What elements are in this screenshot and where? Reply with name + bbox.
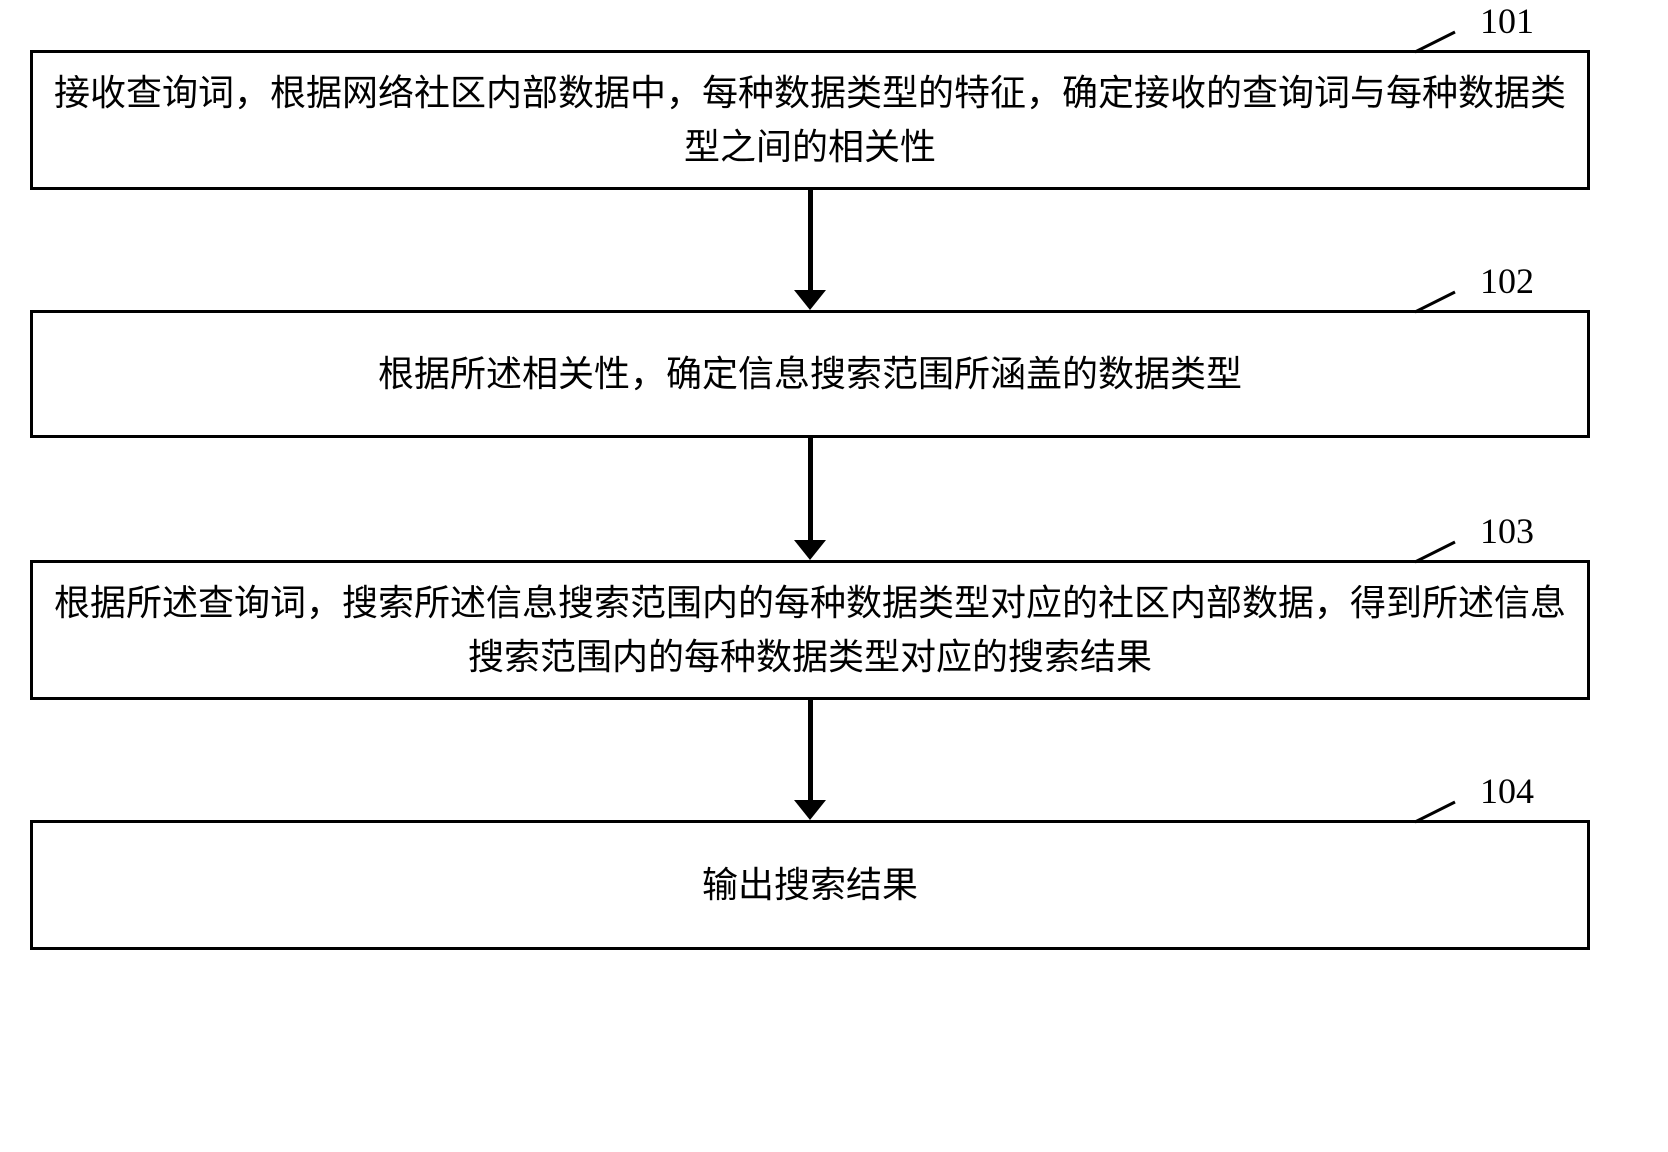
arrow-101-102 [808, 190, 813, 290]
flowchart-box-104: 输出搜索结果 [30, 820, 1590, 950]
label-104: 104 [1480, 770, 1534, 812]
box-text-103: 根据所述查询词，搜索所述信息搜索范围内的每种数据类型对应的社区内部数据，得到所述… [53, 576, 1567, 684]
flowchart-box-103: 根据所述查询词，搜索所述信息搜索范围内的每种数据类型对应的社区内部数据，得到所述… [30, 560, 1590, 700]
arrow-102-103 [808, 438, 813, 540]
flowchart-box-102: 根据所述相关性，确定信息搜索范围所涵盖的数据类型 [30, 310, 1590, 438]
label-101: 101 [1480, 0, 1534, 42]
leader-line-101 [1410, 30, 1460, 55]
arrow-head-101-102 [794, 290, 826, 310]
leader-line-104 [1410, 800, 1460, 825]
box-text-104: 输出搜索结果 [702, 858, 918, 912]
box-text-101: 接收查询词，根据网络社区内部数据中，每种数据类型的特征，确定接收的查询词与每种数… [53, 66, 1567, 174]
leader-line-103 [1410, 540, 1460, 565]
label-102: 102 [1480, 260, 1534, 302]
arrow-head-102-103 [794, 540, 826, 560]
leader-line-102 [1410, 290, 1460, 315]
box-text-102: 根据所述相关性，确定信息搜索范围所涵盖的数据类型 [378, 347, 1242, 401]
arrow-head-103-104 [794, 800, 826, 820]
label-103: 103 [1480, 510, 1534, 552]
flowchart-box-101: 接收查询词，根据网络社区内部数据中，每种数据类型的特征，确定接收的查询词与每种数… [30, 50, 1590, 190]
flowchart-container: 接收查询词，根据网络社区内部数据中，每种数据类型的特征，确定接收的查询词与每种数… [0, 0, 1668, 1152]
arrow-103-104 [808, 700, 813, 800]
